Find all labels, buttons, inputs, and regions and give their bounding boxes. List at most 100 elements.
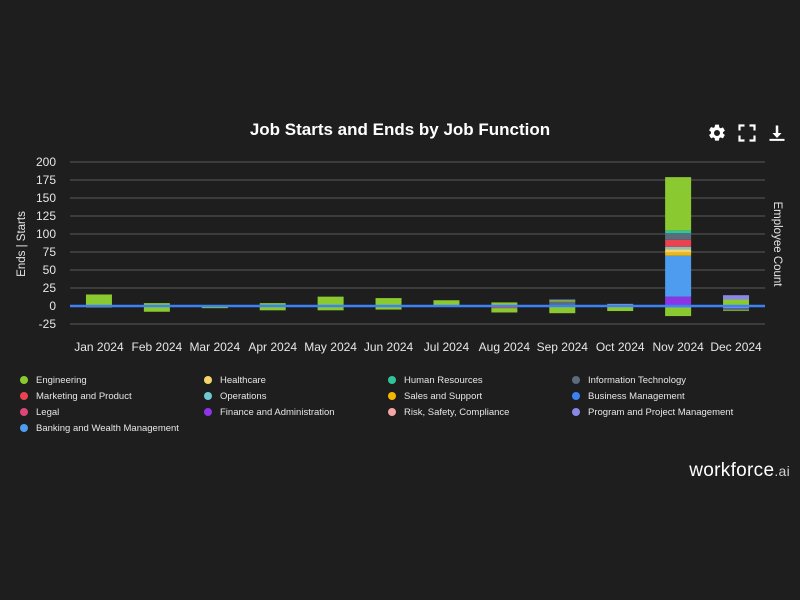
legend-item[interactable]: Finance and Administration	[204, 406, 388, 418]
chart-title: Job Starts and Ends by Job Function	[249, 120, 551, 139]
bar-segment[interactable]	[143, 306, 170, 312]
legend-label: Healthcare	[220, 374, 266, 386]
bar-segment[interactable]	[259, 303, 286, 305]
legend-label: Legal	[36, 406, 60, 418]
legend-label: Information Technology	[588, 374, 687, 386]
bar-segment[interactable]	[491, 308, 518, 313]
x-tick-label: Mar 2024	[189, 340, 240, 354]
x-tick-label: Dec 2024	[710, 340, 762, 354]
bar-segment[interactable]	[549, 300, 576, 302]
legend-item[interactable]: Sales and Support	[388, 390, 572, 402]
legend-item[interactable]: Human Resources	[388, 374, 572, 386]
bar-segment[interactable]	[317, 306, 344, 311]
legend-swatch	[20, 392, 28, 400]
legend-label: Marketing and Product	[36, 390, 132, 402]
legend-label: Finance and Administration	[220, 406, 335, 418]
download-icon	[769, 125, 785, 141]
bar-segment[interactable]	[665, 252, 692, 256]
legend-item[interactable]: Legal	[20, 406, 204, 418]
bar-segment[interactable]	[549, 301, 576, 306]
legend-item[interactable]: Risk, Safety, Compliance	[388, 406, 572, 418]
x-tick-label: Jul 2024	[424, 340, 470, 354]
legend-label: Human Resources	[404, 374, 483, 386]
bar-segment[interactable]	[549, 306, 576, 314]
download-button[interactable]	[766, 122, 788, 144]
y-tick-label: -25	[39, 317, 57, 331]
legend-label: Sales and Support	[404, 390, 483, 402]
legend-item[interactable]: Business Management	[572, 390, 772, 402]
legend-item[interactable]: Engineering	[20, 374, 204, 386]
bar-segment[interactable]	[665, 307, 692, 317]
legend-item[interactable]: Banking and Wealth Management	[20, 422, 204, 434]
x-tick-label: Jan 2024	[74, 340, 124, 354]
x-tick-label: Sep 2024	[537, 340, 589, 354]
legend-item[interactable]: Healthcare	[204, 374, 388, 386]
legend-item[interactable]: Information Technology	[572, 374, 772, 386]
y-tick-label: 0	[49, 299, 56, 313]
x-tick-label: Aug 2024	[479, 340, 531, 354]
bar-segment[interactable]	[723, 299, 750, 306]
legend-item[interactable]: Program and Project Management	[572, 406, 772, 418]
y-axis-label-left: Ends | Starts	[16, 211, 28, 277]
bar-segment[interactable]	[317, 296, 344, 306]
bar-segment[interactable]	[723, 310, 750, 312]
bar-segment[interactable]	[259, 306, 286, 311]
x-tick-label: May 2024	[304, 340, 357, 354]
bar-segment[interactable]	[375, 298, 402, 306]
y-tick-label: 200	[36, 155, 56, 169]
legend-swatch	[388, 392, 396, 400]
bar-segment[interactable]	[665, 233, 692, 240]
bar-segment[interactable]	[375, 306, 402, 310]
fullscreen-icon	[738, 124, 756, 142]
bar-segment[interactable]	[85, 294, 112, 306]
bar-segment[interactable]	[665, 177, 692, 231]
bar-segment[interactable]	[665, 255, 692, 297]
x-tick-label: Apr 2024	[248, 340, 297, 354]
y-tick-label: 150	[36, 191, 56, 205]
legend-label: Program and Project Management	[588, 406, 734, 418]
bar-segment[interactable]	[433, 300, 460, 306]
legend-item[interactable]: Marketing and Product	[20, 390, 204, 402]
brand-suffix: .ai	[774, 463, 790, 479]
chart-plot: -25 0 25 50 75 100 125 150 175 200 Jan 2024 Feb 20…	[16, 155, 783, 354]
legend-swatch	[20, 424, 28, 432]
x-tick-label: Feb 2024	[132, 340, 183, 354]
legend-swatch	[204, 376, 212, 384]
bar-segment[interactable]	[723, 308, 750, 311]
legend-swatch	[572, 392, 580, 400]
x-axis-ticks: Jan 2024 Feb 2024 Mar 2024 Apr 2024 May 2024…	[74, 340, 762, 354]
legend-label: Operations	[220, 390, 267, 402]
y-tick-label: 100	[36, 227, 56, 241]
bar-segment[interactable]	[665, 246, 692, 250]
bar-segment[interactable]	[491, 302, 518, 306]
bar-segment[interactable]	[665, 239, 692, 247]
x-tick-label: Oct 2024	[596, 340, 645, 354]
bar-segment[interactable]	[665, 296, 692, 306]
legend-swatch	[388, 376, 396, 384]
grid-lines	[70, 161, 765, 325]
x-tick-label: Nov 2024	[652, 340, 704, 354]
chart-legend: Engineering Healthcare Human Resources Info…	[20, 374, 780, 434]
bars	[85, 177, 750, 317]
bar-segment[interactable]	[549, 299, 576, 301]
bar-segment[interactable]	[607, 306, 634, 312]
bar-segment[interactable]	[665, 249, 692, 253]
bar-segment[interactable]	[607, 303, 634, 305]
brand-name: workforce	[689, 460, 775, 481]
legend-swatch	[20, 376, 28, 384]
gear-icon	[709, 124, 725, 141]
legend-label: Banking and Wealth Management	[36, 422, 179, 434]
legend-swatch	[204, 408, 212, 416]
bar-segment[interactable]	[665, 230, 692, 234]
bar-segment[interactable]	[723, 295, 750, 300]
chart-toolbar	[706, 122, 788, 144]
legend-label: Risk, Safety, Compliance	[404, 406, 510, 418]
y-tick-label: 75	[43, 245, 57, 259]
fullscreen-button[interactable]	[736, 122, 758, 144]
y-tick-label: 25	[43, 281, 57, 295]
legend-label: Engineering	[36, 374, 87, 386]
settings-button[interactable]	[706, 122, 728, 144]
legend-item[interactable]: Operations	[204, 390, 388, 402]
bar-segment[interactable]	[143, 303, 170, 306]
legend-label: Business Management	[588, 390, 685, 402]
